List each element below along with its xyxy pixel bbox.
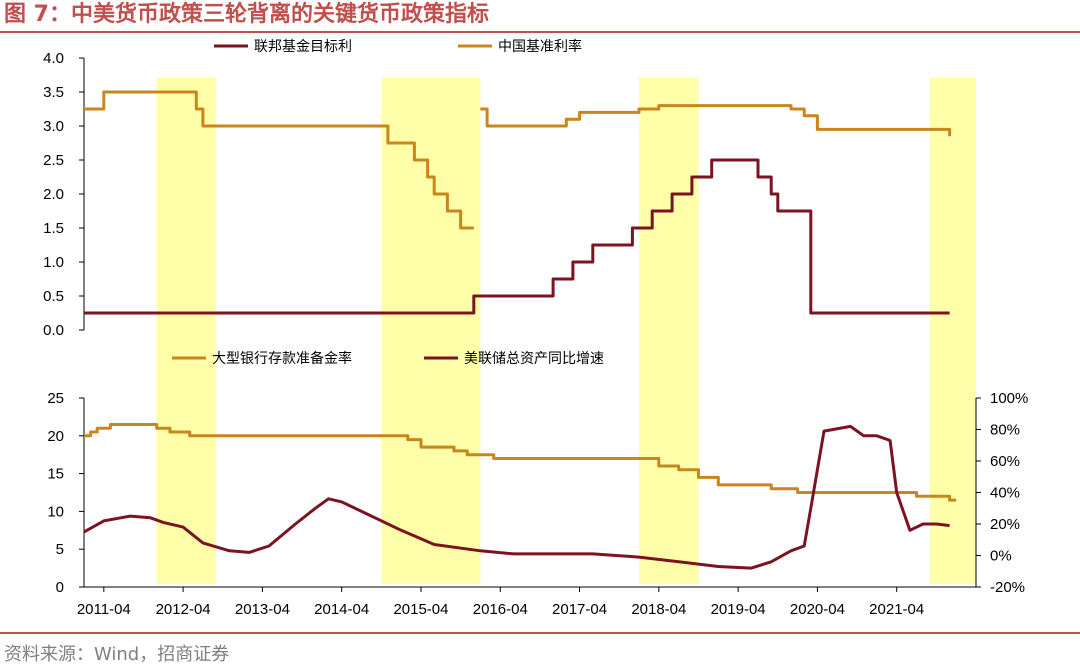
top-y-tick-label: 3.0 bbox=[43, 118, 64, 135]
right-y-tick-label: 40% bbox=[990, 485, 1020, 502]
left-y-tick-label: 20 bbox=[47, 428, 64, 445]
x-tick-label: 2019-04 bbox=[711, 601, 766, 618]
highlight-band-3 bbox=[639, 78, 699, 584]
highlight-band-4 bbox=[929, 78, 976, 584]
china-benchmark-rate-line-1 bbox=[84, 90, 474, 230]
x-tick-label: 2015-04 bbox=[393, 601, 448, 618]
highlight-band-2 bbox=[381, 78, 481, 584]
legend-reserve-ratio-label: 大型银行存款准备金率 bbox=[212, 350, 352, 367]
right-y-tick-label: 100% bbox=[990, 390, 1028, 407]
left-y-tick-label: 15 bbox=[47, 466, 64, 483]
x-tick-label: 2014-04 bbox=[314, 601, 369, 618]
x-tick-label: 2011-04 bbox=[77, 601, 131, 618]
legend-fed-assets-label: 美联储总资产同比增速 bbox=[464, 351, 604, 367]
left-y-tick-label: 10 bbox=[47, 503, 64, 520]
right-y-tick-label: 60% bbox=[990, 453, 1020, 470]
right-y-tick-label: -20% bbox=[990, 579, 1025, 596]
left-y-tick-label: 25 bbox=[47, 390, 64, 407]
chart-title: 图 7：中美货币政策三轮背离的关键货币政策指标 bbox=[4, 2, 489, 27]
left-y-tick-label: 5 bbox=[56, 541, 64, 558]
left-y-tick-label: 0 bbox=[56, 579, 64, 596]
reserve-ratio-line bbox=[84, 423, 957, 502]
right-y-tick-label: 20% bbox=[990, 516, 1020, 533]
legend-china-rate-label: 中国基准利率 bbox=[498, 38, 582, 55]
x-tick-label: 2012-04 bbox=[156, 601, 211, 618]
x-tick-label: 2021-04 bbox=[869, 601, 924, 618]
top-y-tick-label: 3.5 bbox=[43, 84, 64, 101]
right-y-tick-label: 0% bbox=[990, 548, 1012, 565]
right-y-tick-label: 80% bbox=[990, 422, 1020, 439]
top-y-tick-label: 0.5 bbox=[43, 288, 64, 305]
x-tick-label: 2016-04 bbox=[473, 601, 528, 618]
china-benchmark-rate-line-2 bbox=[480, 104, 952, 137]
title-divider bbox=[0, 31, 1080, 33]
top-y-tick-label: 4.0 bbox=[43, 50, 64, 67]
legend-fed-funds-label: 联邦基金目标利 bbox=[254, 38, 352, 55]
fed-funds-target-line bbox=[84, 158, 950, 315]
highlight-band-1 bbox=[156, 78, 217, 584]
x-tick-label: 2020-04 bbox=[790, 601, 845, 618]
top-y-tick-label: 2.0 bbox=[43, 186, 64, 203]
top-y-tick-label: 2.5 bbox=[43, 152, 64, 169]
x-tick-label: 2017-04 bbox=[552, 601, 607, 618]
top-y-tick-label: 1.0 bbox=[43, 254, 64, 271]
footer-divider bbox=[0, 632, 1080, 634]
x-tick-label: 2013-04 bbox=[235, 601, 290, 618]
source-note: 资料来源：Wind，招商证券 bbox=[4, 644, 230, 665]
top-y-tick-label: 0.0 bbox=[43, 322, 64, 339]
fed-assets-yoy-line bbox=[83, 424, 950, 570]
x-tick-label: 2018-04 bbox=[631, 601, 686, 618]
top-y-tick-label: 1.5 bbox=[43, 220, 64, 237]
